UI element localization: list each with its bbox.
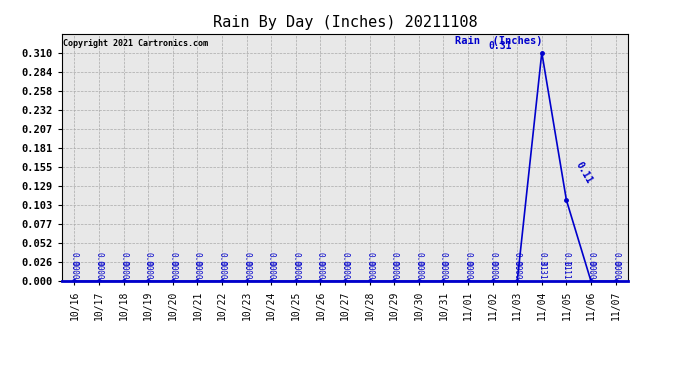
Text: 0.00: 0.00 (390, 252, 399, 270)
Text: 0.00: 0.00 (144, 252, 152, 270)
Text: 0.00: 0.00 (95, 252, 103, 270)
Text: 0.00: 0.00 (414, 252, 423, 270)
Text: 0.00: 0.00 (414, 261, 423, 279)
Text: 0.11: 0.11 (562, 252, 571, 270)
Text: 0.00: 0.00 (365, 252, 374, 270)
Text: 0.00: 0.00 (488, 252, 497, 270)
Text: 0.00: 0.00 (365, 261, 374, 279)
Text: 0.00: 0.00 (439, 261, 448, 279)
Text: 0.00: 0.00 (95, 261, 103, 279)
Text: 0.00: 0.00 (611, 252, 620, 270)
Text: 0.00: 0.00 (611, 261, 620, 279)
Text: 0.00: 0.00 (242, 252, 251, 270)
Text: 0.00: 0.00 (217, 252, 226, 270)
Title: Rain By Day (Inches) 20211108: Rain By Day (Inches) 20211108 (213, 15, 477, 30)
Text: 0.00: 0.00 (144, 261, 152, 279)
Text: 0.00: 0.00 (464, 261, 473, 279)
Text: 0.00: 0.00 (119, 252, 128, 270)
Text: 0.00: 0.00 (488, 261, 497, 279)
Text: 0.00: 0.00 (586, 252, 595, 270)
Text: 0.11: 0.11 (562, 261, 571, 279)
Text: 0.00: 0.00 (70, 261, 79, 279)
Text: 0.00: 0.00 (217, 261, 226, 279)
Text: Rain  (Inches): Rain (Inches) (455, 36, 543, 46)
Text: 0.00: 0.00 (316, 252, 325, 270)
Text: 0.00: 0.00 (586, 261, 595, 279)
Text: 0.00: 0.00 (242, 261, 251, 279)
Text: 0.11: 0.11 (574, 160, 594, 185)
Text: 0.00: 0.00 (316, 261, 325, 279)
Text: 0.00: 0.00 (291, 252, 300, 270)
Text: 0.00: 0.00 (193, 252, 202, 270)
Text: 0.00: 0.00 (70, 252, 79, 270)
Text: 0.00: 0.00 (390, 261, 399, 279)
Text: 0.00: 0.00 (513, 252, 522, 270)
Text: 0.00: 0.00 (464, 252, 473, 270)
Text: 0.00: 0.00 (193, 261, 202, 279)
Text: 0.00: 0.00 (340, 261, 350, 279)
Text: 0.00: 0.00 (340, 252, 350, 270)
Text: 0.31: 0.31 (538, 261, 546, 279)
Text: 0.00: 0.00 (291, 261, 300, 279)
Text: 0.00: 0.00 (168, 261, 177, 279)
Text: 0.00: 0.00 (119, 261, 128, 279)
Text: 0.00: 0.00 (267, 252, 276, 270)
Text: 0.00: 0.00 (267, 261, 276, 279)
Text: 0.31: 0.31 (538, 252, 546, 270)
Text: 0.31: 0.31 (489, 41, 512, 51)
Text: Copyright 2021 Cartronics.com: Copyright 2021 Cartronics.com (63, 39, 208, 48)
Text: 0.00: 0.00 (168, 252, 177, 270)
Text: 0.00: 0.00 (513, 261, 522, 279)
Text: 0.00: 0.00 (439, 252, 448, 270)
